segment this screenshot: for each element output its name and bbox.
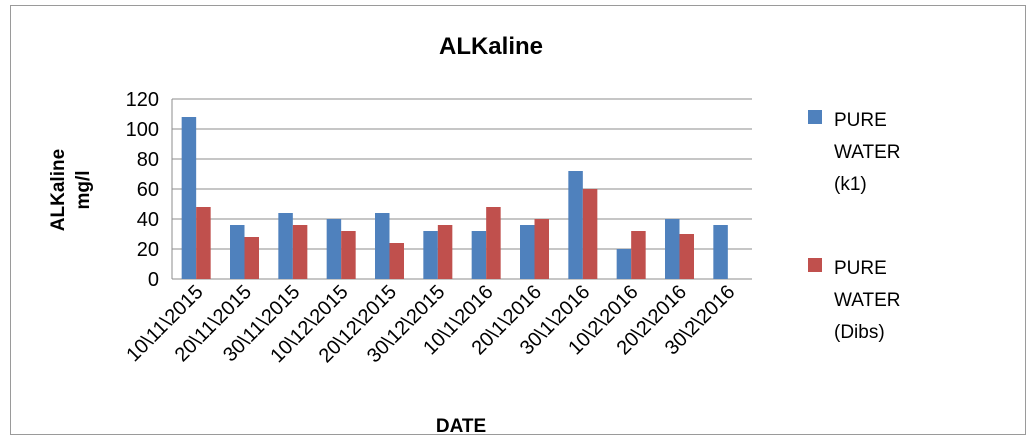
- bar-series-2: [196, 207, 211, 279]
- bar-series-2: [244, 237, 259, 279]
- y-axis-label: ALKaline mg/l: [48, 149, 94, 231]
- bar-series-1: [568, 171, 583, 279]
- bar-series-2: [437, 225, 453, 279]
- legend-label-line: (k1): [834, 174, 867, 195]
- bar-series-2: [582, 189, 598, 279]
- legend-label-line: WATER: [834, 142, 901, 163]
- x-axis-label: DATE: [436, 416, 486, 437]
- bar-series-1: [181, 117, 197, 279]
- bar-series-2: [341, 231, 356, 279]
- y-tick-label: 0: [148, 269, 159, 291]
- bar-series-1: [423, 231, 438, 279]
- y-tick-label: 80: [137, 149, 159, 171]
- bars: [181, 117, 728, 279]
- bar-series-2: [389, 243, 404, 279]
- bar-series-1: [326, 219, 342, 279]
- legend-label-line: PURE: [834, 110, 887, 131]
- gridlines: [171, 98, 752, 280]
- y-tick-label: 100: [126, 119, 159, 141]
- chart-title: ALKaline: [439, 33, 543, 60]
- legend-label-line: WATER: [834, 290, 901, 311]
- bar-series-2: [486, 207, 501, 279]
- legend-label-line: (Dibs): [834, 322, 885, 343]
- bar-series-1: [713, 225, 728, 279]
- x-axis-ticks: 10\11\201520\11\201530\11\201510\12\2015…: [122, 281, 739, 367]
- legend-label-line: PURE: [834, 258, 887, 279]
- y-tick-label: 20: [137, 239, 159, 261]
- y-axis-label-line: mg/l: [73, 170, 94, 209]
- y-tick-label: 120: [126, 89, 159, 111]
- bar-series-2: [631, 231, 646, 279]
- y-axis-label-line: ALKaline: [48, 149, 69, 231]
- bar-series-2: [292, 225, 308, 279]
- bar-series-1: [230, 225, 245, 279]
- legend-swatch: [808, 110, 822, 124]
- bar-series-1: [278, 213, 293, 279]
- bar-series-1: [375, 213, 390, 279]
- chart-frame: [10, 5, 1026, 435]
- bar-series-1: [471, 231, 487, 279]
- y-tick-label: 60: [137, 179, 159, 201]
- bar-series-1: [665, 219, 680, 279]
- bar-series-1: [520, 225, 535, 279]
- bar-series-1: [616, 249, 632, 279]
- y-tick-label: 40: [137, 209, 159, 231]
- bar-series-2: [534, 219, 549, 279]
- legend-swatch: [808, 258, 822, 272]
- y-axis-ticks: 0 20 40 60 80 100 120: [126, 89, 159, 291]
- bar-series-2: [679, 234, 694, 279]
- legend: PURE WATER (k1) PURE WATER (Dibs): [808, 110, 901, 343]
